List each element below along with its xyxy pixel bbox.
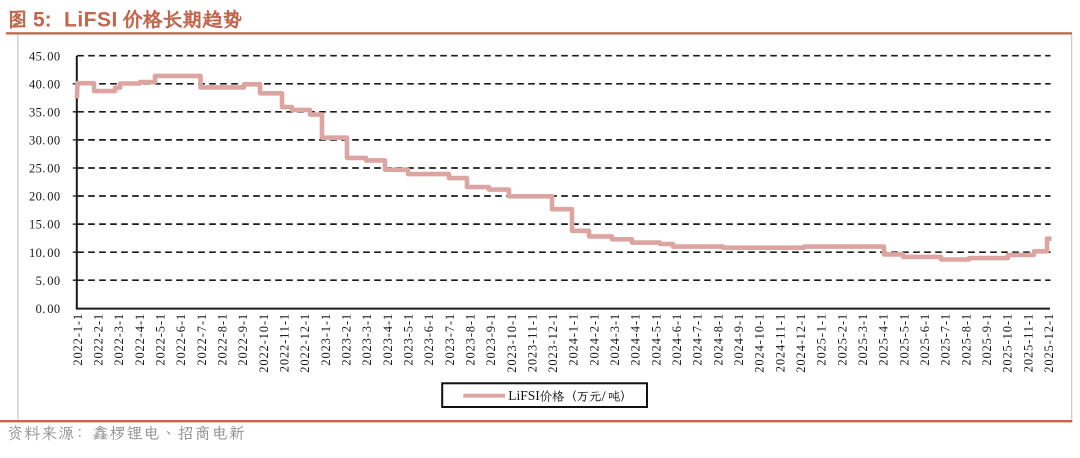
svg-text:2024-9-1: 2024-9-1	[732, 313, 746, 366]
svg-text:2024-4-1: 2024-4-1	[629, 313, 643, 366]
svg-text:2025-12-1: 2025-12-1	[1042, 313, 1056, 373]
svg-text:2024-7-1: 2024-7-1	[691, 313, 705, 366]
svg-text:2023-8-1: 2023-8-1	[463, 313, 477, 366]
svg-text:40.00: 40.00	[29, 77, 61, 91]
svg-text:2023-6-1: 2023-6-1	[422, 313, 436, 366]
svg-text:5.00: 5.00	[36, 274, 61, 288]
svg-text:2024-5-1: 2024-5-1	[649, 313, 663, 366]
svg-text:2023-3-1: 2023-3-1	[360, 313, 374, 366]
svg-text:15.00: 15.00	[29, 218, 61, 232]
svg-text:LiFSI: LiFSI	[508, 388, 540, 403]
svg-text:2025-10-1: 2025-10-1	[1001, 313, 1015, 373]
svg-text:2023-4-1: 2023-4-1	[381, 313, 395, 366]
svg-text:2024-2-1: 2024-2-1	[587, 313, 601, 366]
svg-text:2023-9-1: 2023-9-1	[484, 313, 498, 366]
svg-text:25.00: 25.00	[29, 162, 61, 176]
svg-text:2023-7-1: 2023-7-1	[443, 313, 457, 366]
svg-text:2024-10-1: 2024-10-1	[753, 313, 767, 373]
svg-text:2025-8-1: 2025-8-1	[959, 313, 973, 366]
svg-text:35.00: 35.00	[29, 105, 61, 119]
svg-text:2023-5-1: 2023-5-1	[402, 313, 416, 366]
svg-text:2025-6-1: 2025-6-1	[918, 313, 932, 366]
svg-text:2024-12-1: 2024-12-1	[794, 313, 808, 373]
svg-text:2022-3-1: 2022-3-1	[112, 313, 126, 366]
svg-text:2022-5-1: 2022-5-1	[154, 313, 168, 366]
svg-text:2025-9-1: 2025-9-1	[980, 313, 994, 366]
svg-text:30.00: 30.00	[29, 134, 61, 148]
svg-text:10.00: 10.00	[29, 246, 61, 260]
svg-text:2024-3-1: 2024-3-1	[608, 313, 622, 366]
svg-text:2022-12-1: 2022-12-1	[298, 313, 312, 373]
svg-text:LiFSI: LiFSI	[64, 9, 118, 32]
svg-text:2022-2-1: 2022-2-1	[92, 313, 106, 366]
svg-text:2022-8-1: 2022-8-1	[216, 313, 230, 366]
svg-text:2025-3-1: 2025-3-1	[856, 313, 870, 366]
svg-text:2022-10-1: 2022-10-1	[257, 313, 271, 373]
svg-text:2023-12-1: 2023-12-1	[546, 313, 560, 373]
svg-text:2024-6-1: 2024-6-1	[670, 313, 684, 366]
svg-text:2022-1-1: 2022-1-1	[71, 313, 85, 366]
svg-text:2025-2-1: 2025-2-1	[835, 313, 849, 366]
svg-text:2022-6-1: 2022-6-1	[174, 313, 188, 366]
svg-text:2024-1-1: 2024-1-1	[567, 313, 581, 366]
svg-text:45.00: 45.00	[29, 49, 61, 63]
svg-text:0.00: 0.00	[36, 302, 61, 316]
svg-text:2025-11-1: 2025-11-1	[1021, 313, 1035, 372]
svg-text:2022-4-1: 2022-4-1	[133, 313, 147, 366]
svg-text:2023-2-1: 2023-2-1	[340, 313, 354, 366]
svg-text:2024-11-1: 2024-11-1	[773, 313, 787, 372]
svg-text:2023-11-1: 2023-11-1	[525, 313, 539, 372]
svg-text:2022-9-1: 2022-9-1	[236, 313, 250, 366]
svg-text:5:: 5:	[33, 9, 52, 32]
svg-text:20.00: 20.00	[29, 190, 61, 204]
svg-text:2023-10-1: 2023-10-1	[505, 313, 519, 373]
svg-text:2025-5-1: 2025-5-1	[897, 313, 911, 366]
svg-text:2024-8-1: 2024-8-1	[711, 313, 725, 366]
svg-text:2022-7-1: 2022-7-1	[195, 313, 209, 366]
svg-text:2023-1-1: 2023-1-1	[319, 313, 333, 366]
svg-text:2025-7-1: 2025-7-1	[939, 313, 953, 366]
svg-text:2025-1-1: 2025-1-1	[815, 313, 829, 366]
svg-text:2022-11-1: 2022-11-1	[278, 313, 292, 372]
svg-text:2025-4-1: 2025-4-1	[877, 313, 891, 366]
